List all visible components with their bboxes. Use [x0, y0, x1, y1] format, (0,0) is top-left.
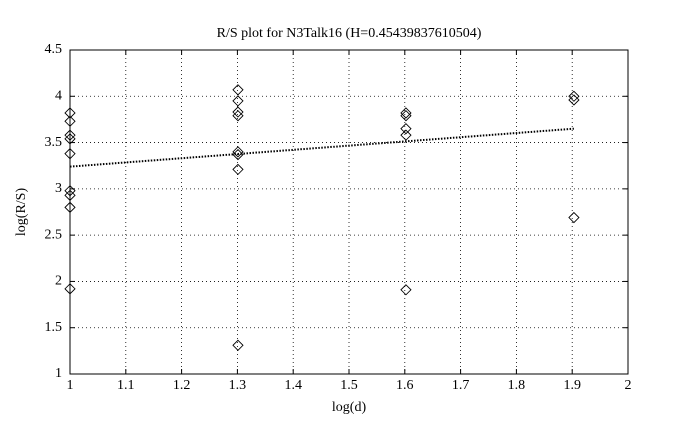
x-tick-label: 1.7 [452, 378, 470, 393]
y-tick-label: 1 [55, 366, 62, 381]
data-point [400, 129, 412, 141]
data-point [64, 129, 76, 141]
y-tick-label: 2 [55, 274, 62, 289]
y-tick-label: 3.5 [45, 135, 63, 150]
data-point [400, 284, 412, 296]
data-point [64, 201, 76, 214]
x-tick-label: 1.2 [173, 378, 191, 393]
y-tick-label: 4.5 [45, 42, 63, 57]
data-point [64, 185, 76, 197]
data-point [232, 106, 244, 118]
x-tick-label: 1.5 [340, 378, 358, 393]
data-point [232, 339, 244, 351]
x-tick-label: 1 [67, 378, 74, 393]
x-tick-label: 1.9 [563, 378, 581, 393]
plot-area [70, 50, 628, 374]
data-point [64, 133, 76, 145]
data-point [64, 107, 76, 119]
x-axis-label: log(d) [332, 400, 367, 415]
y-axis-label: log(R/S) [14, 188, 29, 237]
data-point [64, 115, 76, 127]
data-point [400, 123, 412, 135]
fit-line [69, 127, 574, 168]
data-point [568, 94, 580, 106]
y-tick-label: 3 [55, 181, 62, 196]
y-tick-label: 4 [55, 89, 62, 104]
data-point [232, 110, 244, 122]
data-point [64, 148, 76, 160]
data-point [232, 146, 244, 158]
chart-title: R/S plot for N3Talk16 (H=0.4543983761050… [217, 26, 482, 41]
data-point [568, 90, 580, 102]
data-point [232, 84, 244, 96]
data-point [64, 189, 76, 201]
data-point [232, 163, 244, 176]
x-tick-label: 1.4 [284, 378, 302, 393]
x-tick-label: 1.8 [508, 378, 526, 393]
data-point [400, 107, 412, 119]
data-point [400, 110, 412, 122]
data-point [232, 95, 244, 107]
x-tick-label: 1.3 [229, 378, 247, 393]
y-tick-label: 2.5 [45, 227, 63, 242]
y-tick-label: 1.5 [45, 320, 63, 335]
data-point [568, 211, 580, 224]
x-tick-label: 1.6 [396, 378, 414, 393]
x-tick-label: 2 [625, 378, 632, 393]
x-tick-label: 1.1 [117, 378, 135, 393]
data-point [64, 283, 76, 295]
